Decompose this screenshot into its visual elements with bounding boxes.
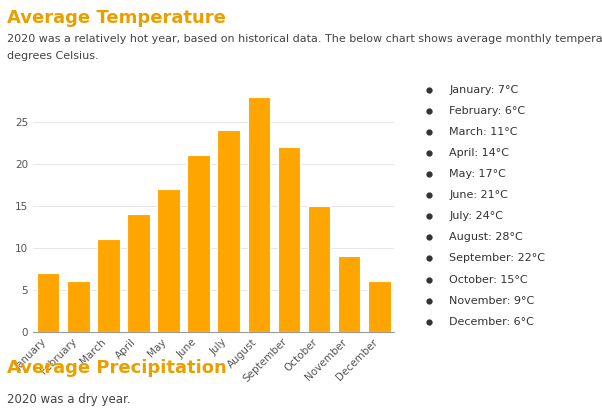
Text: September: 22°C: September: 22°C bbox=[449, 254, 545, 263]
Bar bbox=[368, 281, 391, 332]
Text: Average Temperature: Average Temperature bbox=[7, 9, 226, 27]
Text: December: 6°C: December: 6°C bbox=[449, 317, 534, 327]
Text: October: 15°C: October: 15°C bbox=[449, 275, 528, 285]
Bar bbox=[127, 214, 150, 332]
Bar bbox=[247, 97, 270, 332]
Bar bbox=[67, 281, 90, 332]
Text: April: 14°C: April: 14°C bbox=[449, 148, 509, 158]
Bar bbox=[338, 256, 361, 332]
Bar bbox=[187, 155, 210, 332]
Text: July: 24°C: July: 24°C bbox=[449, 211, 503, 221]
Bar bbox=[37, 273, 60, 332]
Bar bbox=[308, 206, 330, 332]
Text: March: 11°C: March: 11°C bbox=[449, 127, 518, 137]
Text: June: 21°C: June: 21°C bbox=[449, 190, 508, 200]
Text: May: 17°C: May: 17°C bbox=[449, 169, 506, 179]
Text: August: 28°C: August: 28°C bbox=[449, 232, 523, 242]
Text: 2020 was a dry year.: 2020 was a dry year. bbox=[7, 393, 131, 406]
Text: January: 7°C: January: 7°C bbox=[449, 85, 518, 95]
Text: 2020 was a relatively hot year, based on historical data. The below chart shows : 2020 was a relatively hot year, based on… bbox=[7, 34, 602, 45]
Bar bbox=[97, 239, 120, 332]
Text: Average Precipitation: Average Precipitation bbox=[7, 359, 227, 377]
Bar bbox=[217, 130, 240, 332]
Bar bbox=[278, 147, 300, 332]
Text: degrees Celsius.: degrees Celsius. bbox=[7, 51, 99, 61]
Text: November: 9°C: November: 9°C bbox=[449, 296, 535, 306]
Bar bbox=[157, 189, 180, 332]
Text: February: 6°C: February: 6°C bbox=[449, 106, 525, 116]
